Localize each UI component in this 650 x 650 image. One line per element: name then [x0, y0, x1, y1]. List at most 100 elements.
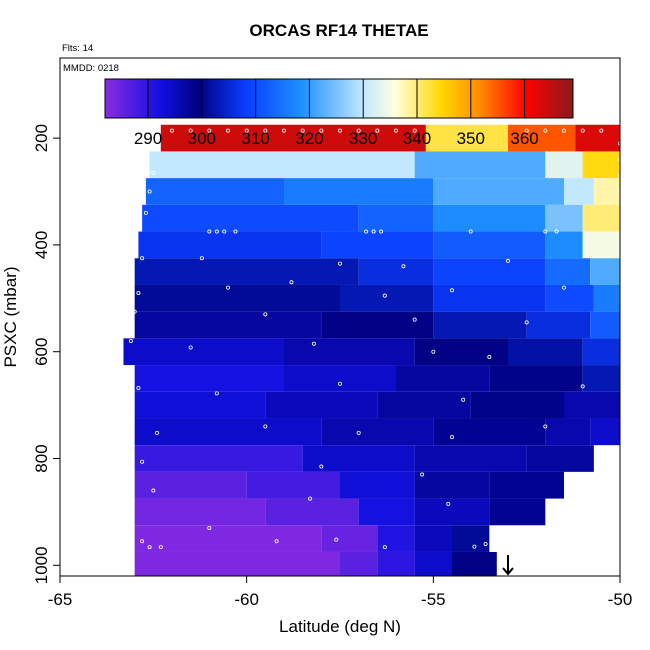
heatmap-cell [321, 418, 434, 446]
sample-point [371, 229, 376, 234]
heatmap-cell [545, 204, 583, 232]
chart-title: ORCAS RF14 THETAE [249, 21, 428, 40]
sample-point [446, 501, 451, 506]
heatmap-cell [433, 231, 546, 259]
colorbar-tick-label: 290 [134, 129, 162, 148]
colorbar-tick-label: 330 [349, 129, 377, 148]
heatmap-cell [593, 178, 620, 205]
sample-point [543, 128, 548, 133]
y-tick-label: 800 [32, 444, 51, 472]
sample-point [214, 229, 219, 234]
heatmap-cell [590, 418, 620, 446]
heatmap-cell [134, 418, 322, 446]
sample-point [449, 435, 454, 440]
sample-point [155, 430, 160, 435]
colorbar-tick-label: 310 [241, 129, 269, 148]
sample-point [580, 128, 585, 133]
heatmap-cell [358, 498, 415, 526]
colorbar-tick-label: 340 [403, 129, 431, 148]
sample-point [337, 381, 342, 386]
sample-point [319, 128, 324, 133]
sample-point [483, 541, 488, 546]
heatmap-cell [545, 284, 594, 312]
heatmap-cell [414, 338, 508, 366]
colorbar-tick-label: 300 [188, 129, 216, 148]
heatmap-cell [145, 178, 284, 205]
heatmap-cell [433, 418, 546, 446]
sample-point [356, 128, 361, 133]
sample-point [431, 349, 436, 354]
sample-point [188, 345, 193, 350]
heatmap-cell [414, 151, 546, 179]
heatmap-cell [358, 204, 434, 232]
heatmap-cell [134, 311, 322, 339]
sample-point [319, 464, 324, 469]
sample-point [207, 229, 212, 234]
sample-point [225, 128, 230, 133]
sample-point [289, 280, 294, 285]
colorbar-tick-label: 320 [295, 129, 323, 148]
heatmap-cell [452, 551, 497, 576]
sample-point [599, 128, 604, 133]
heatmap-cell [433, 258, 546, 285]
heatmap-cell [526, 311, 591, 339]
sample-point [169, 128, 174, 133]
heatmap-cell [582, 231, 620, 259]
sample-point [147, 189, 152, 194]
sample-point [375, 128, 380, 133]
heatmap-cell [489, 471, 564, 499]
heatmap-cell [425, 124, 508, 152]
marker-head [502, 567, 514, 576]
heatmap-cell [545, 151, 583, 179]
heatmap-cell [321, 525, 378, 552]
sample-point [412, 317, 417, 322]
heatmap-cell [284, 178, 434, 205]
heatmap-cell [545, 418, 591, 446]
heatmap-cell [265, 391, 378, 419]
heatmap-cell [358, 258, 434, 285]
sample-point [151, 488, 156, 493]
heatmap-cell [134, 391, 266, 419]
sample-point [393, 128, 398, 133]
heatmap-cell [377, 525, 415, 552]
plot-frame [59, 57, 621, 577]
x-tick-label: -65 [48, 590, 73, 609]
sample-point [151, 170, 156, 175]
heatmap-cell [526, 445, 594, 472]
heatmap-cell [590, 311, 620, 339]
sample-point [580, 384, 585, 389]
sample-point [140, 459, 145, 464]
colorbar-ticks: 290 300 310 320 330 340 350 360 [134, 79, 539, 148]
x-tick-label: -60 [234, 590, 259, 609]
y-tick-label: 400 [32, 231, 51, 259]
sample-point [308, 496, 313, 501]
sample-point [554, 229, 559, 234]
sample-point [199, 256, 204, 261]
sample-point [136, 386, 141, 391]
down-arrow-marker [502, 555, 514, 576]
sample-point [487, 355, 492, 360]
heatmap-cell [142, 204, 359, 232]
sample-point [494, 536, 499, 541]
heatmap-cell [134, 365, 284, 392]
heatmap-cell [396, 365, 490, 392]
sample-point [461, 397, 466, 402]
heatmap-cell [433, 311, 527, 339]
y-tick-label: 600 [32, 338, 51, 366]
sample-point [334, 537, 339, 542]
sample-point [524, 320, 529, 325]
sample-point [188, 128, 193, 133]
sample-point [207, 525, 212, 530]
y-axis-label: PSXC (mbar) [1, 266, 20, 367]
heatmap-cell [340, 551, 378, 576]
heatmap-cell [160, 124, 426, 152]
heatmap-cell [433, 284, 546, 312]
sample-point [562, 285, 567, 290]
heatmap-cell [134, 471, 247, 499]
y-axis: 200 400 600 800 1000 [32, 124, 60, 584]
heatmap-cell [134, 284, 340, 312]
heatmap-cell [489, 498, 546, 526]
y-tick-label: 200 [32, 124, 51, 152]
heatmap-cell [470, 391, 564, 419]
